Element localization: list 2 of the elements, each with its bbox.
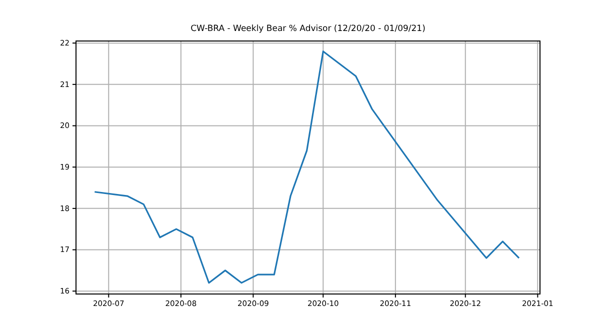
line-series: [94, 50, 520, 284]
chart-title: CW-BRA - Weekly Bear % Advisor (12/20/20 - 01/09/21): [190, 24, 426, 34]
